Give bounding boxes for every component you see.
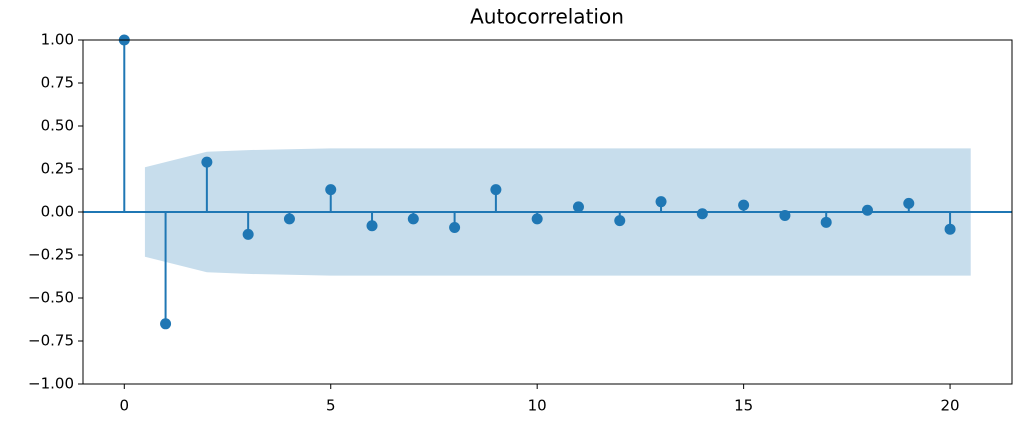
y-tick-label: 0.75 [41,74,74,92]
marker [490,184,502,196]
marker [944,223,956,235]
y-tick-label: 0.00 [41,203,74,221]
y-tick-label: 0.25 [41,160,74,178]
marker [283,213,295,225]
marker [903,197,915,209]
marker [820,216,832,228]
marker [325,184,337,196]
marker [655,196,667,208]
marker [861,204,873,216]
y-tick-label: −1.00 [28,375,74,393]
y-tick-label: −0.75 [28,332,74,350]
marker [738,199,750,211]
x-tick-label: 5 [326,397,336,415]
marker [696,208,708,220]
marker [449,221,461,233]
marker [160,318,172,330]
marker [614,215,626,227]
marker [407,213,419,225]
marker [531,213,543,225]
marker [242,228,254,240]
marker [366,220,378,232]
x-tick-label: 10 [528,397,547,415]
y-tick-label: −0.25 [28,246,74,264]
plot-frame [82,39,1013,385]
y-tick-label: 1.00 [41,31,74,49]
marker [201,156,213,168]
x-tick-label: 0 [120,397,130,415]
y-tick-label: −0.50 [28,289,74,307]
x-tick-label: 20 [941,397,960,415]
marker [572,201,584,213]
chart-title: Autocorrelation [470,5,624,29]
marker [779,209,791,221]
x-tick-label: 15 [734,397,753,415]
y-tick-label: 0.50 [41,117,74,135]
